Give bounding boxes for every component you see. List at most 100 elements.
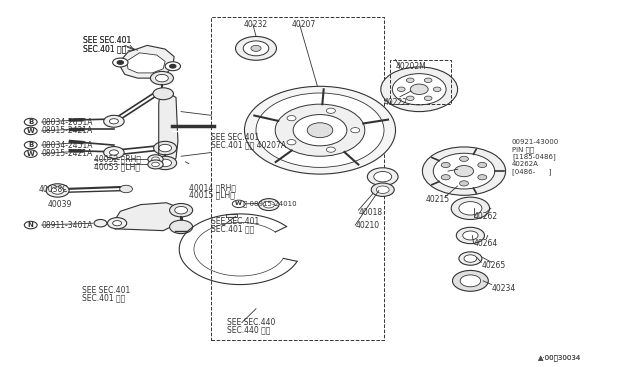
Circle shape	[244, 86, 396, 174]
Text: SEC.401 参照: SEC.401 参照	[83, 45, 127, 54]
Circle shape	[307, 123, 333, 138]
Circle shape	[433, 153, 495, 189]
Text: SEC.401 参照: SEC.401 参照	[83, 45, 127, 54]
Text: 08915-2421A: 08915-2421A	[42, 149, 93, 158]
Circle shape	[109, 119, 118, 124]
Circle shape	[374, 171, 392, 182]
Text: 40210: 40210	[355, 221, 380, 230]
Circle shape	[170, 203, 193, 217]
Text: 40262A: 40262A	[512, 161, 539, 167]
Text: SEE SEC.401: SEE SEC.401	[83, 36, 131, 45]
Text: SEC.401 参照: SEC.401 参照	[82, 294, 125, 303]
Circle shape	[24, 118, 37, 126]
Text: B: B	[28, 142, 33, 148]
Circle shape	[351, 128, 360, 133]
Circle shape	[170, 64, 176, 68]
Circle shape	[424, 78, 432, 83]
Circle shape	[460, 275, 481, 287]
Text: 40039: 40039	[48, 200, 72, 209]
Text: ▲·00　30034: ▲·00 30034	[538, 355, 581, 361]
Circle shape	[410, 84, 428, 94]
Circle shape	[367, 168, 398, 186]
Text: 40265: 40265	[481, 262, 506, 270]
Circle shape	[287, 140, 296, 145]
Circle shape	[232, 200, 245, 208]
Circle shape	[381, 67, 458, 112]
Text: 08034-2651A: 08034-2651A	[42, 118, 93, 126]
Circle shape	[104, 147, 124, 158]
Circle shape	[108, 218, 127, 229]
Text: 40018: 40018	[358, 208, 383, 217]
Circle shape	[159, 144, 172, 152]
Circle shape	[148, 155, 163, 164]
Text: 40202M: 40202M	[396, 62, 426, 71]
Circle shape	[152, 157, 159, 161]
Text: 40052 （RH）: 40052 （RH）	[94, 155, 141, 164]
Circle shape	[159, 159, 172, 167]
Bar	[390, 60, 451, 104]
Circle shape	[24, 150, 37, 157]
Text: SEC.401 参図: SEC.401 参図	[211, 224, 255, 233]
Text: 40207: 40207	[291, 20, 316, 29]
Circle shape	[275, 104, 365, 156]
Text: W: W	[27, 128, 35, 134]
Text: SEE SEC.440: SEE SEC.440	[227, 318, 276, 327]
Circle shape	[326, 147, 335, 152]
Text: 40015 （LH）: 40015 （LH）	[189, 190, 235, 199]
Circle shape	[456, 227, 484, 244]
Circle shape	[460, 181, 468, 186]
Circle shape	[256, 93, 384, 167]
Circle shape	[452, 270, 488, 291]
Circle shape	[165, 62, 180, 71]
Text: W: W	[27, 151, 35, 157]
Circle shape	[104, 115, 124, 127]
Text: SEC.401 参照 40207A: SEC.401 参照 40207A	[211, 141, 286, 150]
Circle shape	[441, 174, 450, 180]
Circle shape	[478, 162, 487, 167]
Circle shape	[153, 88, 173, 100]
Circle shape	[424, 96, 432, 100]
Circle shape	[148, 160, 163, 169]
Polygon shape	[226, 214, 237, 217]
Circle shape	[113, 58, 128, 67]
Circle shape	[326, 108, 335, 113]
Circle shape	[236, 36, 276, 60]
Circle shape	[392, 74, 446, 105]
Text: [1185-0486]: [1185-0486]	[512, 154, 556, 160]
Text: Ⓦ 08915-24010: Ⓦ 08915-24010	[243, 201, 297, 207]
Circle shape	[150, 71, 173, 85]
Circle shape	[287, 116, 296, 121]
Circle shape	[397, 87, 405, 92]
Circle shape	[152, 162, 159, 167]
Circle shape	[109, 150, 118, 155]
Text: 08915-2421A: 08915-2421A	[42, 126, 93, 135]
Circle shape	[170, 220, 193, 234]
Text: SEC.440 参照: SEC.440 参照	[227, 326, 271, 334]
Circle shape	[478, 174, 487, 180]
Circle shape	[24, 141, 37, 149]
Text: N: N	[28, 222, 34, 228]
Text: SEE SEC.401: SEE SEC.401	[82, 286, 130, 295]
Circle shape	[154, 156, 177, 170]
Text: W: W	[236, 201, 242, 206]
Circle shape	[376, 186, 389, 193]
Circle shape	[251, 45, 261, 51]
Text: PIN ピン: PIN ピン	[512, 146, 534, 153]
Circle shape	[459, 202, 482, 215]
Text: [0486-      ]: [0486- ]	[512, 169, 552, 175]
Circle shape	[24, 127, 37, 135]
Circle shape	[459, 252, 482, 265]
Text: B: B	[28, 119, 33, 125]
Circle shape	[460, 156, 468, 161]
Text: 40038C: 40038C	[38, 185, 68, 194]
Circle shape	[454, 166, 474, 177]
Circle shape	[175, 206, 188, 214]
Circle shape	[51, 187, 64, 194]
Circle shape	[441, 162, 450, 167]
Text: 40222: 40222	[384, 98, 408, 107]
Text: 40053 （LH）: 40053 （LH）	[94, 162, 140, 171]
Circle shape	[433, 87, 441, 92]
Text: 08034-2451A: 08034-2451A	[42, 141, 93, 150]
Polygon shape	[115, 203, 182, 231]
Circle shape	[120, 185, 132, 193]
